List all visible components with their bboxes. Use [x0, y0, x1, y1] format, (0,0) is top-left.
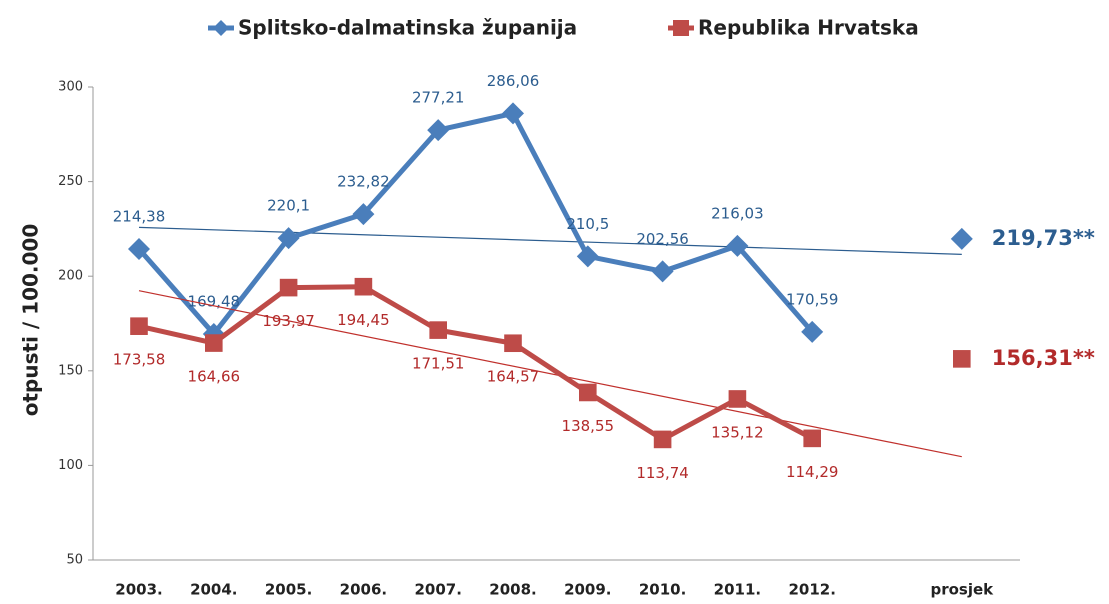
value-label: 170,59	[786, 290, 839, 308]
y-axis-title: otpusti / 100.000	[19, 224, 43, 417]
marker	[130, 317, 148, 335]
y-tick-label: 250	[58, 174, 83, 189]
marker	[579, 383, 597, 402]
marker	[953, 350, 971, 368]
value-label: 193,97	[262, 312, 315, 330]
trend-line	[138, 290, 962, 458]
y-tick-label: 200	[58, 269, 83, 284]
marker	[651, 260, 674, 283]
marker	[726, 234, 749, 257]
y-tick-label: 100	[58, 458, 83, 473]
value-label: 173,58	[113, 351, 166, 369]
series-line	[139, 287, 962, 440]
marker	[576, 245, 599, 268]
x-tick-label: 2009.	[564, 581, 611, 599]
value-label: 210,5	[566, 215, 609, 233]
marker	[279, 278, 298, 297]
marker	[502, 102, 524, 125]
marker	[277, 227, 300, 250]
marker	[653, 430, 672, 449]
x-tick-label: 2012.	[788, 581, 835, 599]
value-label: 194,45	[337, 311, 390, 329]
value-label: 113,74	[636, 464, 689, 482]
y-tick-label: 50	[66, 553, 83, 568]
legend-marker	[213, 20, 229, 36]
x-tick-label: 2011.	[714, 581, 761, 599]
marker	[728, 390, 747, 408]
x-tick-label: prosjek	[930, 581, 994, 599]
value-label: 169,48	[188, 292, 241, 310]
value-label: 202,56	[636, 230, 689, 248]
marker	[801, 320, 824, 343]
y-tick-label: 150	[58, 363, 83, 378]
value-label: 216,03	[711, 204, 764, 222]
marker	[352, 203, 375, 226]
marker	[205, 334, 223, 352]
x-tick-label: 2006.	[340, 581, 387, 599]
x-tick-label: 2004.	[190, 581, 237, 599]
y-tick-label: 300	[58, 80, 83, 95]
x-tick-label: 2007.	[414, 581, 461, 599]
value-label: 164,57	[487, 368, 540, 386]
x-tick-label: 2005.	[265, 581, 312, 599]
value-label: 277,21	[412, 89, 465, 107]
legend-marker	[673, 20, 689, 36]
average-label: 219,73**	[992, 226, 1095, 250]
legend-label: Republika Hrvatska	[698, 16, 919, 40]
marker	[803, 429, 821, 448]
x-tick-label: 2008.	[489, 581, 536, 599]
marker	[429, 321, 447, 339]
value-label: 232,82	[337, 173, 390, 191]
marker	[354, 277, 373, 296]
marker	[128, 237, 150, 260]
marker	[427, 119, 450, 142]
trend-line	[138, 226, 962, 255]
average-label: 156,31**	[992, 346, 1095, 370]
value-label: 214,38	[113, 207, 166, 225]
legend-label: Splitsko-dalmatinska županija	[238, 16, 577, 40]
marker	[504, 334, 522, 353]
value-label: 171,51	[412, 355, 465, 373]
x-tick-label: 2010.	[639, 581, 686, 599]
value-label: 135,12	[711, 423, 764, 441]
value-label: 138,55	[562, 417, 615, 435]
marker	[950, 227, 973, 250]
value-label: 114,29	[786, 463, 839, 481]
value-label: 286,06	[487, 72, 540, 90]
x-tick-label: 2003.	[115, 581, 162, 599]
value-label: 220,1	[267, 197, 310, 215]
value-label: 164,66	[188, 368, 241, 386]
